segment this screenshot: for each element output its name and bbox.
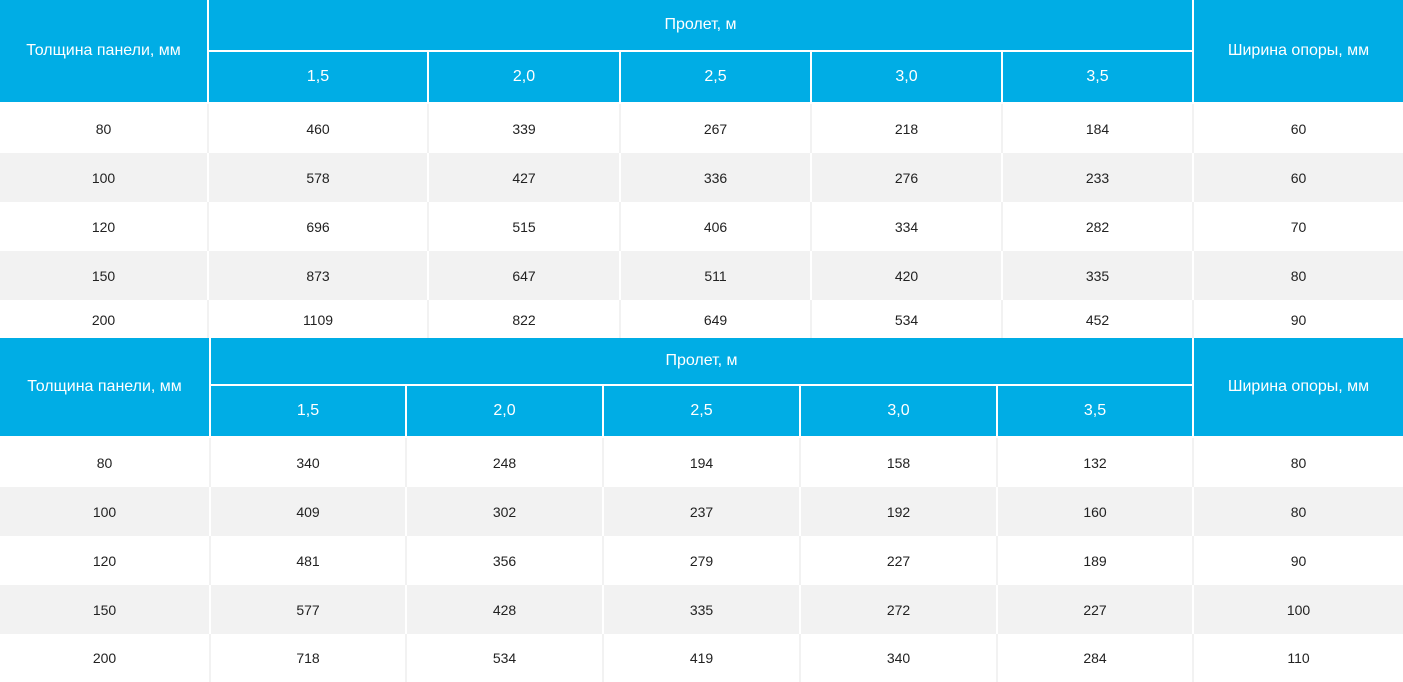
load-value-cell: 515 [429,202,621,251]
load-table-2: Толщина панели, мм Пролет, м Ширина опоры,… [0,338,1403,682]
load-value-cell: 335 [604,585,801,634]
table-row: 200 718 534 419 340 284 110 [0,634,1403,682]
load-value-cell: 1109 [209,300,429,340]
load-value-cell: 534 [812,300,1003,340]
load-value-cell: 420 [812,251,1003,300]
load-value-cell: 340 [801,634,998,682]
load-value-cell: 419 [604,634,801,682]
load-value-cell: 340 [211,438,407,487]
header-span-value: 1,5 [209,52,429,104]
load-value-cell: 233 [1003,153,1194,202]
support-width-cell: 70 [1194,202,1403,251]
header-thickness: Толщина панели, мм [0,0,209,104]
header-span-value: 3,0 [812,52,1003,104]
load-value-cell: 406 [621,202,812,251]
header-span-value: 2,0 [429,52,621,104]
load-table-1: Толщина панели, мм Пролет, м Ширина опоры,… [0,0,1403,340]
support-width-cell: 60 [1194,153,1403,202]
table-row: 150 873 647 511 420 335 80 [0,251,1403,300]
header-span-value: 2,0 [407,386,604,438]
load-value-cell: 336 [621,153,812,202]
load-value-cell: 511 [621,251,812,300]
table-row: 80 460 339 267 218 184 60 [0,104,1403,153]
load-value-cell: 696 [209,202,429,251]
thickness-cell: 200 [0,300,209,340]
support-width-cell: 90 [1194,536,1403,585]
load-value-cell: 873 [209,251,429,300]
table-row: 200 1109 822 649 534 452 90 [0,300,1403,340]
header-span: Пролет, м [211,338,1194,386]
table-row: 100 578 427 336 276 233 60 [0,153,1403,202]
load-value-cell: 409 [211,487,407,536]
load-value-cell: 649 [621,300,812,340]
header-span-value: 3,5 [1003,52,1194,104]
table-row: 120 481 356 279 227 189 90 [0,536,1403,585]
load-value-cell: 248 [407,438,604,487]
load-value-cell: 647 [429,251,621,300]
header-span-value: 2,5 [604,386,801,438]
header-support-width: Ширина опоры, мм [1194,0,1403,104]
thickness-cell: 100 [0,153,209,202]
support-width-cell: 90 [1194,300,1403,340]
load-value-cell: 718 [211,634,407,682]
load-value-cell: 577 [211,585,407,634]
table-row: 120 696 515 406 334 282 70 [0,202,1403,251]
load-value-cell: 237 [604,487,801,536]
load-value-cell: 481 [211,536,407,585]
table-row: 100 409 302 237 192 160 80 [0,487,1403,536]
load-value-cell: 194 [604,438,801,487]
support-width-cell: 80 [1194,251,1403,300]
load-value-cell: 427 [429,153,621,202]
load-value-cell: 279 [604,536,801,585]
header-span: Пролет, м [209,0,1194,52]
header-span-value: 2,5 [621,52,812,104]
load-value-cell: 160 [998,487,1194,536]
load-value-cell: 282 [1003,202,1194,251]
load-value-cell: 132 [998,438,1194,487]
load-value-cell: 276 [812,153,1003,202]
load-value-cell: 334 [812,202,1003,251]
load-value-cell: 339 [429,104,621,153]
thickness-cell: 200 [0,634,211,682]
support-width-cell: 80 [1194,487,1403,536]
load-value-cell: 267 [621,104,812,153]
header-span-value: 3,0 [801,386,998,438]
load-value-cell: 158 [801,438,998,487]
support-width-cell: 80 [1194,438,1403,487]
thickness-cell: 100 [0,487,211,536]
support-width-cell: 100 [1194,585,1403,634]
load-value-cell: 272 [801,585,998,634]
thickness-cell: 150 [0,585,211,634]
load-value-cell: 227 [998,585,1194,634]
load-value-cell: 822 [429,300,621,340]
load-value-cell: 452 [1003,300,1194,340]
thickness-cell: 80 [0,438,211,487]
load-value-cell: 534 [407,634,604,682]
table-row: 150 577 428 335 272 227 100 [0,585,1403,634]
load-value-cell: 578 [209,153,429,202]
load-value-cell: 428 [407,585,604,634]
load-value-cell: 192 [801,487,998,536]
thickness-cell: 150 [0,251,209,300]
thickness-cell: 120 [0,536,211,585]
thickness-cell: 80 [0,104,209,153]
header-thickness: Толщина панели, мм [0,338,211,438]
load-value-cell: 284 [998,634,1194,682]
load-value-cell: 189 [998,536,1194,585]
load-value-cell: 356 [407,536,604,585]
table-row: 80 340 248 194 158 132 80 [0,438,1403,487]
load-value-cell: 218 [812,104,1003,153]
header-span-value: 1,5 [211,386,407,438]
thickness-cell: 120 [0,202,209,251]
load-value-cell: 302 [407,487,604,536]
header-support-width: Ширина опоры, мм [1194,338,1403,438]
load-value-cell: 227 [801,536,998,585]
load-value-cell: 184 [1003,104,1194,153]
support-width-cell: 60 [1194,104,1403,153]
load-value-cell: 335 [1003,251,1194,300]
support-width-cell: 110 [1194,634,1403,682]
header-span-value: 3,5 [998,386,1194,438]
load-value-cell: 460 [209,104,429,153]
